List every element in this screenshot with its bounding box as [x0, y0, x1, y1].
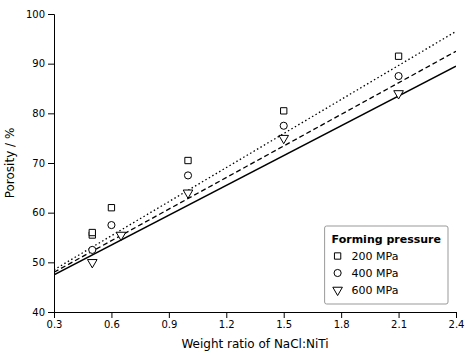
point	[185, 157, 191, 163]
tick: 0.9	[161, 312, 177, 330]
tick-label: 1.5	[276, 319, 292, 330]
fit-line	[54, 66, 456, 275]
tick-label: 40	[32, 307, 45, 318]
tick-mark	[48, 262, 54, 263]
tick: 0.6	[104, 312, 120, 330]
point	[281, 108, 287, 114]
plot-area	[54, 31, 456, 274]
point	[279, 135, 289, 143]
tick: 80	[32, 108, 54, 119]
tick-mark	[48, 64, 54, 65]
legend-title: Forming pressure	[332, 233, 441, 246]
tick-label: 2.1	[391, 319, 407, 330]
tick-label: 50	[32, 257, 45, 268]
tick-mark	[341, 312, 342, 318]
tick: 90	[32, 58, 54, 69]
tick-label: 0.9	[161, 319, 177, 330]
point	[87, 260, 97, 268]
tick: 50	[32, 257, 54, 268]
legend-symbol	[334, 269, 341, 276]
point	[108, 205, 114, 211]
legend-symbol	[334, 253, 340, 259]
tick: 1.5	[276, 312, 292, 330]
tick-mark	[284, 312, 285, 318]
tick-label: 1.2	[219, 319, 235, 330]
tick-label: 1.8	[334, 319, 350, 330]
tick: 1.2	[219, 312, 235, 330]
chart: 0.3 0.6 0.9 1.2 1.5 1.8 2.1 2.4 40 50 60 70 80 90 100 W…	[0, 0, 474, 356]
legend-symbol	[333, 287, 343, 295]
point	[89, 246, 96, 253]
fit-line	[54, 31, 456, 269]
axis-domain	[55, 313, 457, 319]
legend-label: 400 MPa	[352, 267, 399, 280]
legend-label: 600 MPa	[352, 284, 399, 297]
tick-mark	[48, 163, 54, 164]
tick-label: 70	[32, 158, 45, 169]
point	[395, 53, 401, 59]
tick-label: 80	[32, 108, 45, 119]
tick-label: 60	[32, 207, 45, 218]
tick: 70	[32, 158, 54, 169]
tick-mark	[226, 312, 227, 318]
legend-label: 200 MPa	[352, 250, 399, 263]
tick-mark	[48, 312, 54, 313]
tick-mark	[399, 312, 400, 318]
tick-mark	[48, 14, 54, 15]
tick-label: 90	[32, 58, 45, 69]
y-axis-title: Porosity / %	[3, 128, 17, 199]
tick-mark	[169, 312, 170, 318]
point	[394, 91, 404, 99]
tick-mark	[48, 113, 54, 114]
point	[116, 232, 126, 240]
tick: 40	[32, 307, 54, 318]
axis-domain	[48, 15, 55, 313]
tick: 2.4	[449, 312, 465, 330]
point	[184, 172, 191, 179]
tick-label: 0.6	[104, 319, 120, 330]
tick: 1.8	[334, 312, 350, 330]
x-axis: 0.3 0.6 0.9 1.2 1.5 1.8 2.1 2.4	[47, 312, 465, 330]
y-axis: 40 50 60 70 80 90 100	[26, 9, 55, 318]
fit-line	[54, 51, 456, 272]
tick-label: 100	[26, 9, 45, 20]
x-axis-title: Weight ratio of NaCl:NiTi	[181, 337, 328, 351]
point	[183, 190, 193, 198]
tick-label: 2.4	[449, 319, 465, 330]
tick: 0.3	[47, 312, 63, 330]
tick: 100	[26, 9, 54, 20]
tick-mark	[456, 312, 457, 318]
point	[89, 229, 95, 235]
point	[395, 73, 402, 80]
tick-mark	[111, 312, 112, 318]
tick: 60	[32, 207, 54, 218]
legend-frame	[325, 226, 448, 304]
tick-mark	[48, 213, 54, 214]
point	[280, 122, 287, 129]
tick-label: 0.3	[47, 319, 63, 330]
point	[108, 222, 115, 229]
legend: Forming pressure 200 MPa 400 MPa 600 MPa	[325, 226, 448, 304]
tick: 2.1	[391, 312, 407, 330]
